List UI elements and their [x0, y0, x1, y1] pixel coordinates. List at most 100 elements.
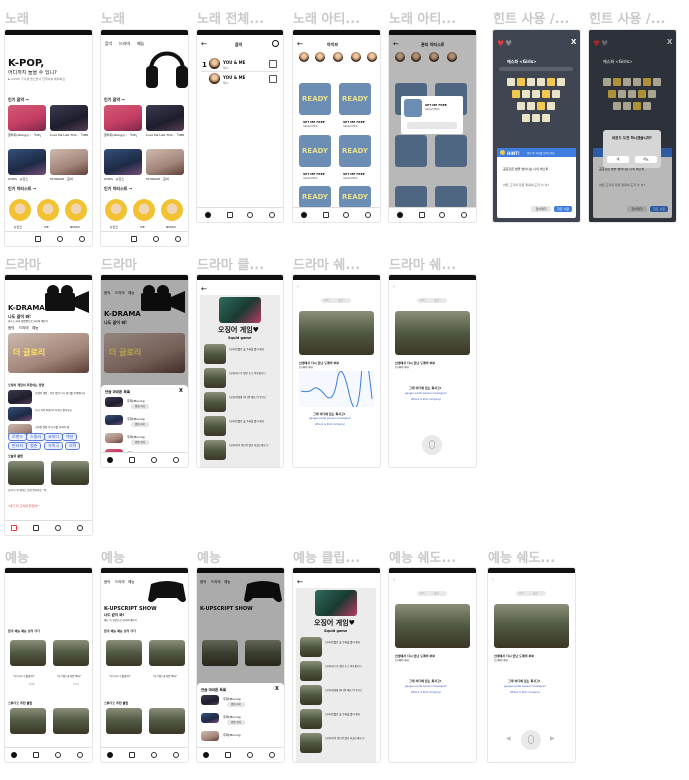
- song-thumb-3[interactable]: [104, 149, 142, 175]
- nav-music[interactable]: 음악: [8, 326, 15, 330]
- back-arrow-icon[interactable]: ←: [393, 40, 399, 48]
- album-cover[interactable]: READY: [299, 135, 331, 167]
- tab-book-icon[interactable]: [33, 752, 39, 758]
- mode-toggle[interactable]: [417, 591, 447, 596]
- tab-cloud-icon[interactable]: [151, 752, 157, 758]
- practice-button[interactable]: 연습 하기: [227, 702, 245, 707]
- tab-home-icon[interactable]: [35, 236, 41, 242]
- artist-chip-avatar[interactable]: [333, 52, 343, 62]
- nav-music[interactable]: 음악: [105, 41, 113, 46]
- tab-book-icon[interactable]: [129, 752, 135, 758]
- genre-chip[interactable]: 로맨스: [8, 433, 28, 441]
- variety-thumb-3[interactable]: [10, 708, 46, 734]
- nav-variety[interactable]: 예능: [137, 41, 145, 46]
- microphone-icon[interactable]: [521, 730, 541, 750]
- tab-cloud-icon[interactable]: [153, 236, 159, 242]
- nav-variety[interactable]: 예능: [32, 326, 39, 330]
- artist-chip-avatar[interactable]: [447, 52, 457, 62]
- recommend-thumb-1[interactable]: [8, 390, 32, 404]
- toggle-subtitle[interactable]: 자막: [324, 299, 329, 302]
- artist-avatar-1[interactable]: [105, 199, 127, 221]
- artist-chip-avatar[interactable]: [395, 52, 405, 62]
- recommend-thumb-2[interactable]: [8, 407, 32, 421]
- confirm-no-button[interactable]: 아뇨: [635, 156, 657, 163]
- nav-variety[interactable]: 예능: [224, 580, 231, 584]
- clip-thumb-1[interactable]: [8, 461, 44, 485]
- album-cover[interactable]: [395, 186, 427, 208]
- close-icon[interactable]: X: [571, 38, 577, 46]
- song-thumb-2[interactable]: [146, 105, 184, 131]
- practice-button[interactable]: 연습 하기: [227, 720, 245, 725]
- close-icon[interactable]: X: [667, 38, 673, 46]
- artist-chip-avatar[interactable]: [351, 52, 361, 62]
- section-popular-artists[interactable]: 인기 아티스트 →: [8, 186, 37, 191]
- nav-music[interactable]: 음악: [200, 580, 207, 584]
- video-player[interactable]: [395, 604, 470, 648]
- genre-chip[interactable]: 의학: [65, 442, 81, 450]
- practice-button[interactable]: 연습 하기: [131, 440, 149, 445]
- clip-thumb[interactable]: [204, 392, 226, 412]
- tab-cloud-icon[interactable]: [151, 457, 157, 463]
- tab-play-icon[interactable]: [107, 457, 113, 463]
- genre-chip[interactable]: 청춘: [26, 442, 42, 450]
- clip-thumb[interactable]: [204, 416, 226, 436]
- practice-button[interactable]: 연습 하기: [131, 422, 149, 427]
- tab-cloud-icon[interactable]: [55, 752, 61, 758]
- song-thumb-3[interactable]: [8, 149, 46, 175]
- album-cover[interactable]: READY: [339, 135, 371, 167]
- clip-thumb[interactable]: [300, 661, 322, 681]
- skip-button[interactable]: 건너뛰기: [531, 206, 551, 212]
- skip-button[interactable]: 건너뛰기: [627, 206, 647, 212]
- tab-cloud-icon[interactable]: [439, 212, 445, 218]
- back-arrow-icon[interactable]: ‹: [393, 577, 395, 583]
- sheet-item-thumb[interactable]: [105, 397, 123, 407]
- clip-thumb-2[interactable]: [51, 461, 89, 485]
- artist-avatar-2[interactable]: [37, 199, 59, 221]
- tab-book-icon[interactable]: [323, 212, 329, 218]
- video-player[interactable]: [395, 311, 470, 355]
- toggle-subtitle[interactable]: 자막: [420, 592, 425, 595]
- microphone-icon[interactable]: [422, 435, 442, 455]
- variety-section-2[interactable]: 스튜디오 추천 클립: [8, 701, 33, 705]
- album-cover[interactable]: READY: [339, 83, 371, 115]
- home-icon[interactable]: [269, 60, 277, 68]
- tab-profile-icon[interactable]: [173, 457, 179, 463]
- song-title-2[interactable]: YOU & ME: [223, 75, 246, 80]
- close-icon[interactable]: X: [275, 686, 279, 692]
- genre-chip[interactable]: 가족극: [44, 442, 64, 450]
- nav-music[interactable]: 음악: [104, 291, 111, 295]
- nav-variety[interactable]: 예능: [128, 580, 135, 584]
- forward-icon[interactable]: ▶: [550, 736, 555, 742]
- tab-cloud-icon[interactable]: [57, 236, 63, 242]
- section-popular-artists[interactable]: 인기 아티스트 →: [104, 186, 133, 191]
- album-cover[interactable]: READY: [299, 83, 331, 115]
- toggle-subtitle[interactable]: 자막: [420, 299, 425, 302]
- back-arrow-icon[interactable]: ←: [201, 40, 207, 48]
- song-thumb-1[interactable]: [104, 105, 142, 131]
- variety-thumb-1[interactable]: [10, 640, 46, 666]
- tab-cloud-icon[interactable]: [247, 752, 253, 758]
- sheet-item-thumb[interactable]: [201, 731, 219, 741]
- album-cover[interactable]: READY: [339, 186, 371, 208]
- nav-drama[interactable]: 드라마: [19, 326, 29, 330]
- close-icon[interactable]: X: [179, 388, 183, 394]
- song-thumb-4[interactable]: [146, 149, 184, 175]
- variety-section[interactable]: 한국 예능 예능 보러 가기: [8, 629, 40, 633]
- video-player[interactable]: [299, 311, 374, 355]
- practice-button[interactable]: 연습 하기: [131, 404, 149, 409]
- variety-section-2[interactable]: 스튜디오 추천 클립: [104, 701, 129, 705]
- tab-play-icon[interactable]: [205, 212, 211, 218]
- use-hint-button[interactable]: 한트 사용: [650, 206, 668, 212]
- tab-profile-icon[interactable]: [175, 236, 181, 242]
- artist-avatar-3[interactable]: [65, 199, 87, 221]
- back-arrow-icon[interactable]: ‹: [297, 284, 299, 290]
- recommend-section[interactable]: 오징어 게임이 추천하는 장면: [8, 383, 45, 387]
- sheet-item-thumb[interactable]: [201, 695, 219, 705]
- sheet-item-thumb[interactable]: [105, 433, 123, 443]
- toggle-live[interactable]: 실전: [533, 592, 538, 595]
- song-thumb-1[interactable]: [8, 105, 46, 131]
- variety-thumb-1[interactable]: [106, 640, 142, 666]
- artist-avatar-3[interactable]: [161, 199, 183, 221]
- artist-chip-avatar[interactable]: [429, 52, 439, 62]
- tab-play-icon[interactable]: [397, 212, 403, 218]
